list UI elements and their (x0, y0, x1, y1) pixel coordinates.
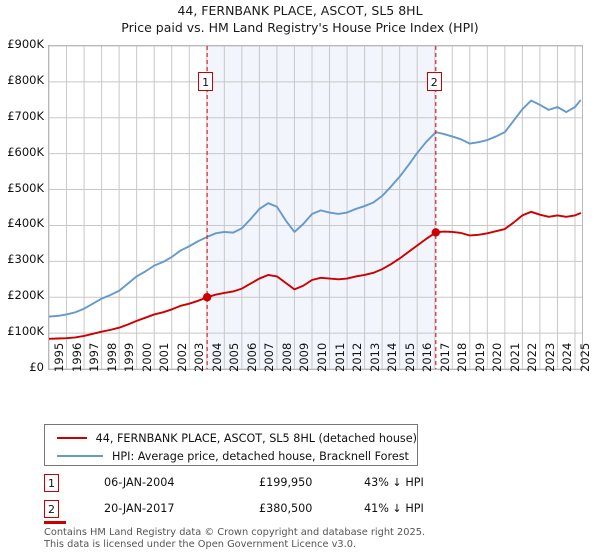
footer-line-2: This data is licensed under the Open Gov… (44, 538, 357, 550)
x-axis-tick-label: 2021 (507, 342, 522, 372)
y-axis-tick-label: £200K (7, 288, 44, 303)
transaction-point-1[interactable] (202, 293, 212, 302)
transaction-index-badge: 1 (44, 474, 59, 492)
transaction-date: 06-JAN-2004 (104, 476, 175, 489)
legend-item-hpi: HPI: Average price, detached house, Brac… (45, 447, 417, 465)
x-axis-tick-label: 2015 (402, 342, 417, 372)
transaction-hpi-delta: 41% ↓ HPI (364, 502, 424, 515)
x-axis-tick-label: 2014 (385, 342, 400, 372)
x-axis-tick-label: 2007 (262, 342, 277, 372)
x-axis-tick-label: 2024 (560, 342, 575, 372)
footer-accent-bar (44, 521, 66, 524)
y-axis-tick-label: £0 (29, 360, 44, 374)
y-axis-tick-label: £700K (7, 108, 44, 123)
series-line-property (49, 210, 582, 340)
transaction-hpi-delta: 43% ↓ HPI (364, 476, 424, 489)
x-axis-tick-label: 2020 (490, 342, 505, 372)
x-axis-tick-label: 2011 (332, 342, 347, 372)
transaction-point-2[interactable] (431, 228, 440, 237)
x-axis-tick-label: 2012 (350, 342, 365, 372)
table-row[interactable]: 2 20-JAN-2017 £380,500 41% ↓ HPI (44, 498, 464, 524)
chart-plot-area[interactable] (48, 45, 583, 370)
x-axis-tick-label: 2010 (314, 342, 329, 372)
chart-marker-badge-2[interactable]: 2 (426, 72, 442, 91)
x-axis-tick-label: 2016 (420, 342, 435, 372)
y-axis-tick-label: £500K (7, 180, 44, 195)
chart-legend: 44, FERNBANK PLACE, ASCOT, SL5 8HL (deta… (44, 424, 418, 466)
table-row[interactable]: 1 06-JAN-2004 £199,950 43% ↓ HPI (44, 472, 464, 498)
chart-marker-badge-1[interactable]: 1 (198, 72, 214, 91)
y-axis-tick-label: £300K (7, 252, 44, 267)
x-axis-tick-label: 2009 (297, 342, 312, 372)
legend-label-property: 44, FERNBANK PLACE, ASCOT, SL5 8HL (deta… (95, 431, 417, 445)
x-axis-tick-label: 1995 (52, 342, 66, 372)
y-axis-labels: £0 £100K £200K £300K £400K £500K £600K £700K £80… (0, 0, 48, 420)
transactions-table: 1 06-JAN-2004 £199,950 43% ↓ HPI 2 20-JA… (44, 472, 464, 524)
x-axis-tick-label: 2006 (244, 342, 259, 372)
x-axis-tick-label: 2017 (437, 342, 452, 372)
chart-svg (49, 46, 582, 369)
legend-item-property: 44, FERNBANK PLACE, ASCOT, SL5 8HL (deta… (45, 429, 417, 447)
x-axis-tick-label: 1996 (69, 342, 84, 372)
legend-swatch-hpi (57, 455, 103, 457)
footer-line-1: Contains HM Land Registry data © Crown c… (44, 527, 426, 538)
x-axis-tick-label: 1997 (87, 342, 102, 372)
legend-label-hpi: HPI: Average price, detached house, Brac… (112, 449, 409, 463)
page-title: 44, FERNBANK PLACE, ASCOT, SL5 8HL Price… (0, 2, 600, 36)
x-axis-tick-label: 2018 (455, 342, 470, 372)
y-axis-tick-label: £600K (7, 144, 44, 159)
x-axis-tick-label: 2008 (279, 342, 294, 372)
x-axis-tick-label: 2001 (157, 342, 172, 372)
x-axis-tick-label: 1999 (122, 342, 137, 372)
x-axis-tick-label: 2022 (525, 342, 540, 372)
series-line-hpi (49, 99, 582, 318)
x-axis-tick-label: 2000 (139, 342, 154, 372)
transaction-date: 20-JAN-2017 (104, 502, 175, 515)
transaction-price: £199,950 (259, 476, 313, 489)
title-line-2: Price paid vs. HM Land Registry's House … (121, 20, 479, 35)
x-axis-tick-label: 2019 (472, 342, 487, 372)
legend-swatch-property (57, 437, 87, 439)
x-axis-tick-label: 2002 (174, 342, 189, 372)
y-axis-tick-label: £100K (7, 324, 44, 339)
x-axis-tick-label: 2023 (542, 342, 557, 372)
y-axis-tick-label: £800K (7, 72, 44, 87)
title-line-1: 44, FERNBANK PLACE, ASCOT, SL5 8HL (177, 3, 423, 18)
transaction-index-badge: 2 (44, 500, 59, 518)
x-axis-tick-label: 2013 (367, 342, 382, 372)
y-axis-tick-label: £400K (7, 216, 44, 231)
x-axis-tick-label: 1998 (104, 342, 119, 372)
transaction-price: £380,500 (259, 502, 313, 515)
footer-attribution: Contains HM Land Registry data © Crown c… (44, 527, 584, 550)
x-axis-tick-label: 2025 (577, 342, 592, 372)
x-axis-tick-label: 2003 (192, 342, 207, 372)
ownership-period-band (207, 46, 436, 369)
y-axis-tick-label: £900K (7, 37, 44, 51)
x-axis-tick-label: 2004 (209, 342, 224, 372)
x-axis-tick-label: 2005 (227, 342, 242, 372)
